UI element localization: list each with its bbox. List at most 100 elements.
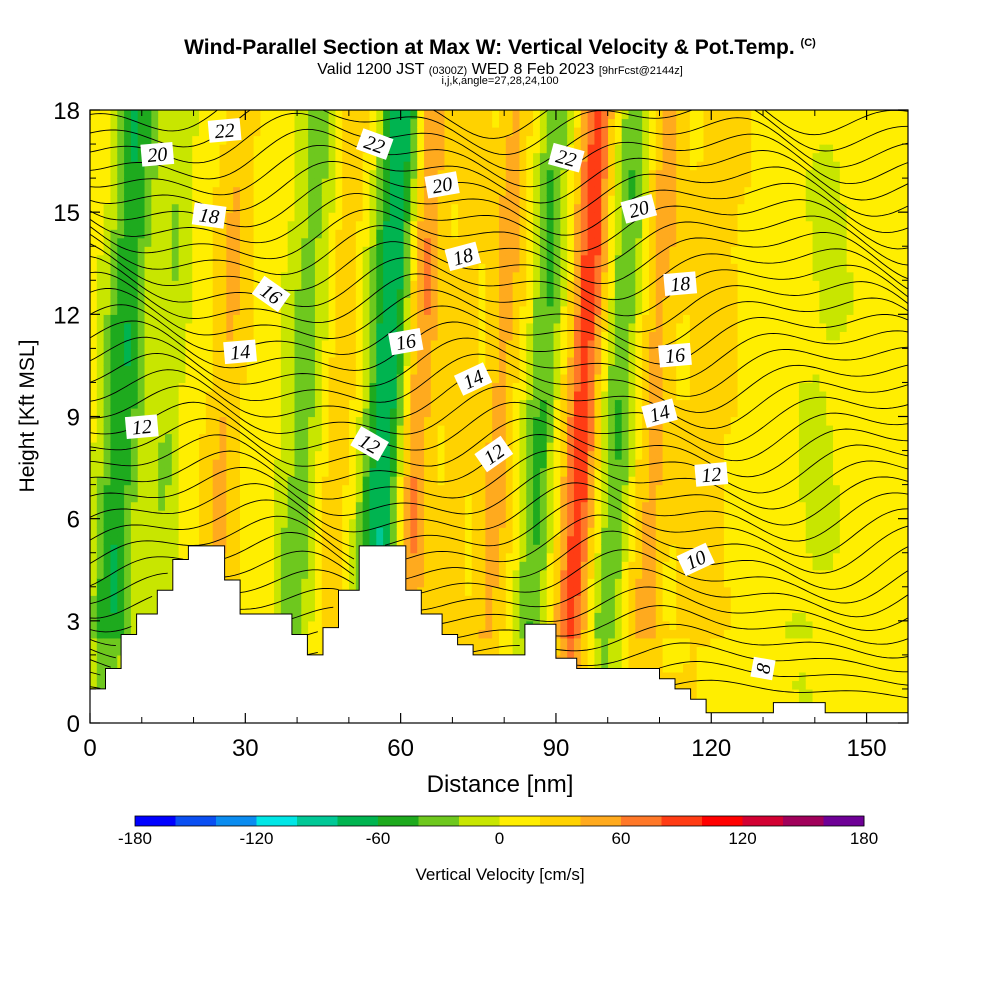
velocity-cell [526,612,534,622]
velocity-cell [144,467,152,477]
velocity-cell [533,195,541,205]
velocity-cell [553,110,561,120]
velocity-cell [519,314,527,324]
velocity-cell [444,322,452,332]
velocity-cell [553,356,561,367]
velocity-cell [267,467,275,477]
velocity-cell [164,493,173,503]
velocity-cell [389,527,398,537]
velocity-cell [321,186,330,196]
velocity-cell [103,382,112,392]
velocity-cell [226,518,234,528]
velocity-cell [192,254,200,264]
velocity-cell [314,620,323,630]
velocity-cell [492,527,500,537]
velocity-cell [171,348,180,358]
velocity-cell [362,220,371,230]
velocity-cell [90,586,98,596]
velocity-cell [274,493,282,503]
velocity-cell [130,467,139,477]
velocity-cell [471,263,480,273]
velocity-cell [499,544,507,554]
velocity-cell [199,271,207,281]
velocity-cell [471,425,480,435]
velocity-cell [478,246,486,256]
velocity-cell [410,450,418,460]
velocity-cell [103,544,112,554]
velocity-cell [512,578,521,588]
velocity-cell [403,399,411,409]
velocity-cell [389,237,398,247]
velocity-cell [137,297,146,307]
velocity-cell [287,280,296,290]
velocity-cell [492,118,500,128]
velocity-cell [546,518,555,528]
velocity-cell [137,263,146,273]
velocity-cell [253,518,262,528]
velocity-cell [233,229,241,239]
velocity-cell [274,161,282,171]
velocity-cell [553,518,561,528]
velocity-cell [212,110,221,120]
velocity-cell [335,178,343,188]
velocity-cell [342,118,350,128]
velocity-cell [280,314,289,324]
velocity-cell [519,382,527,392]
velocity-cell [458,612,466,622]
velocity-cell [546,271,555,281]
velocity-cell [328,195,336,205]
velocity-cell [260,544,268,554]
velocity-cell [185,280,193,290]
velocity-cell [137,161,146,171]
velocity-cell [499,288,507,298]
velocity-cell [151,382,159,392]
velocity-cell [246,561,255,571]
velocity-cell [349,339,357,349]
velocity-cell [267,365,275,375]
velocity-cell [437,271,446,281]
velocity-cell [137,229,146,239]
velocity-cell [164,450,173,460]
velocity-cell [301,246,309,256]
velocity-cell [451,467,459,477]
velocity-cell [280,339,289,349]
velocity-cell [328,552,336,562]
velocity-cell [192,348,200,358]
velocity-cell [369,297,377,307]
velocity-cell [246,212,255,222]
velocity-cell [90,382,98,392]
velocity-cell [301,459,309,469]
velocity-cell [301,586,309,596]
velocity-cell [519,186,527,196]
velocity-cell [117,467,125,477]
velocity-cell [158,399,166,409]
velocity-cell [199,535,207,545]
velocity-cell [533,442,541,452]
velocity-cell [267,237,275,247]
velocity-cell [178,144,187,154]
velocity-cell [539,442,548,452]
velocity-cell [321,425,330,435]
velocity-cell [294,203,302,213]
velocity-cell [349,203,357,213]
velocity-cell [103,178,112,188]
velocity-cell [294,110,302,120]
velocity-cell [526,237,534,247]
velocity-cell [328,450,336,460]
velocity-cell [144,348,152,358]
velocity-cell [342,459,350,469]
velocity-cell [314,612,323,622]
velocity-cell [280,135,289,145]
velocity-cell [90,459,98,469]
velocity-cell [103,331,112,341]
velocity-cell [458,535,466,545]
velocity-cell [246,195,255,205]
velocity-cell [246,527,255,537]
velocity-cell [437,356,446,367]
velocity-cell [505,484,514,494]
velocity-cell [533,280,541,290]
velocity-cell [430,246,439,256]
velocity-cell [362,390,371,401]
velocity-cell [383,484,391,494]
velocity-cell [553,603,561,613]
